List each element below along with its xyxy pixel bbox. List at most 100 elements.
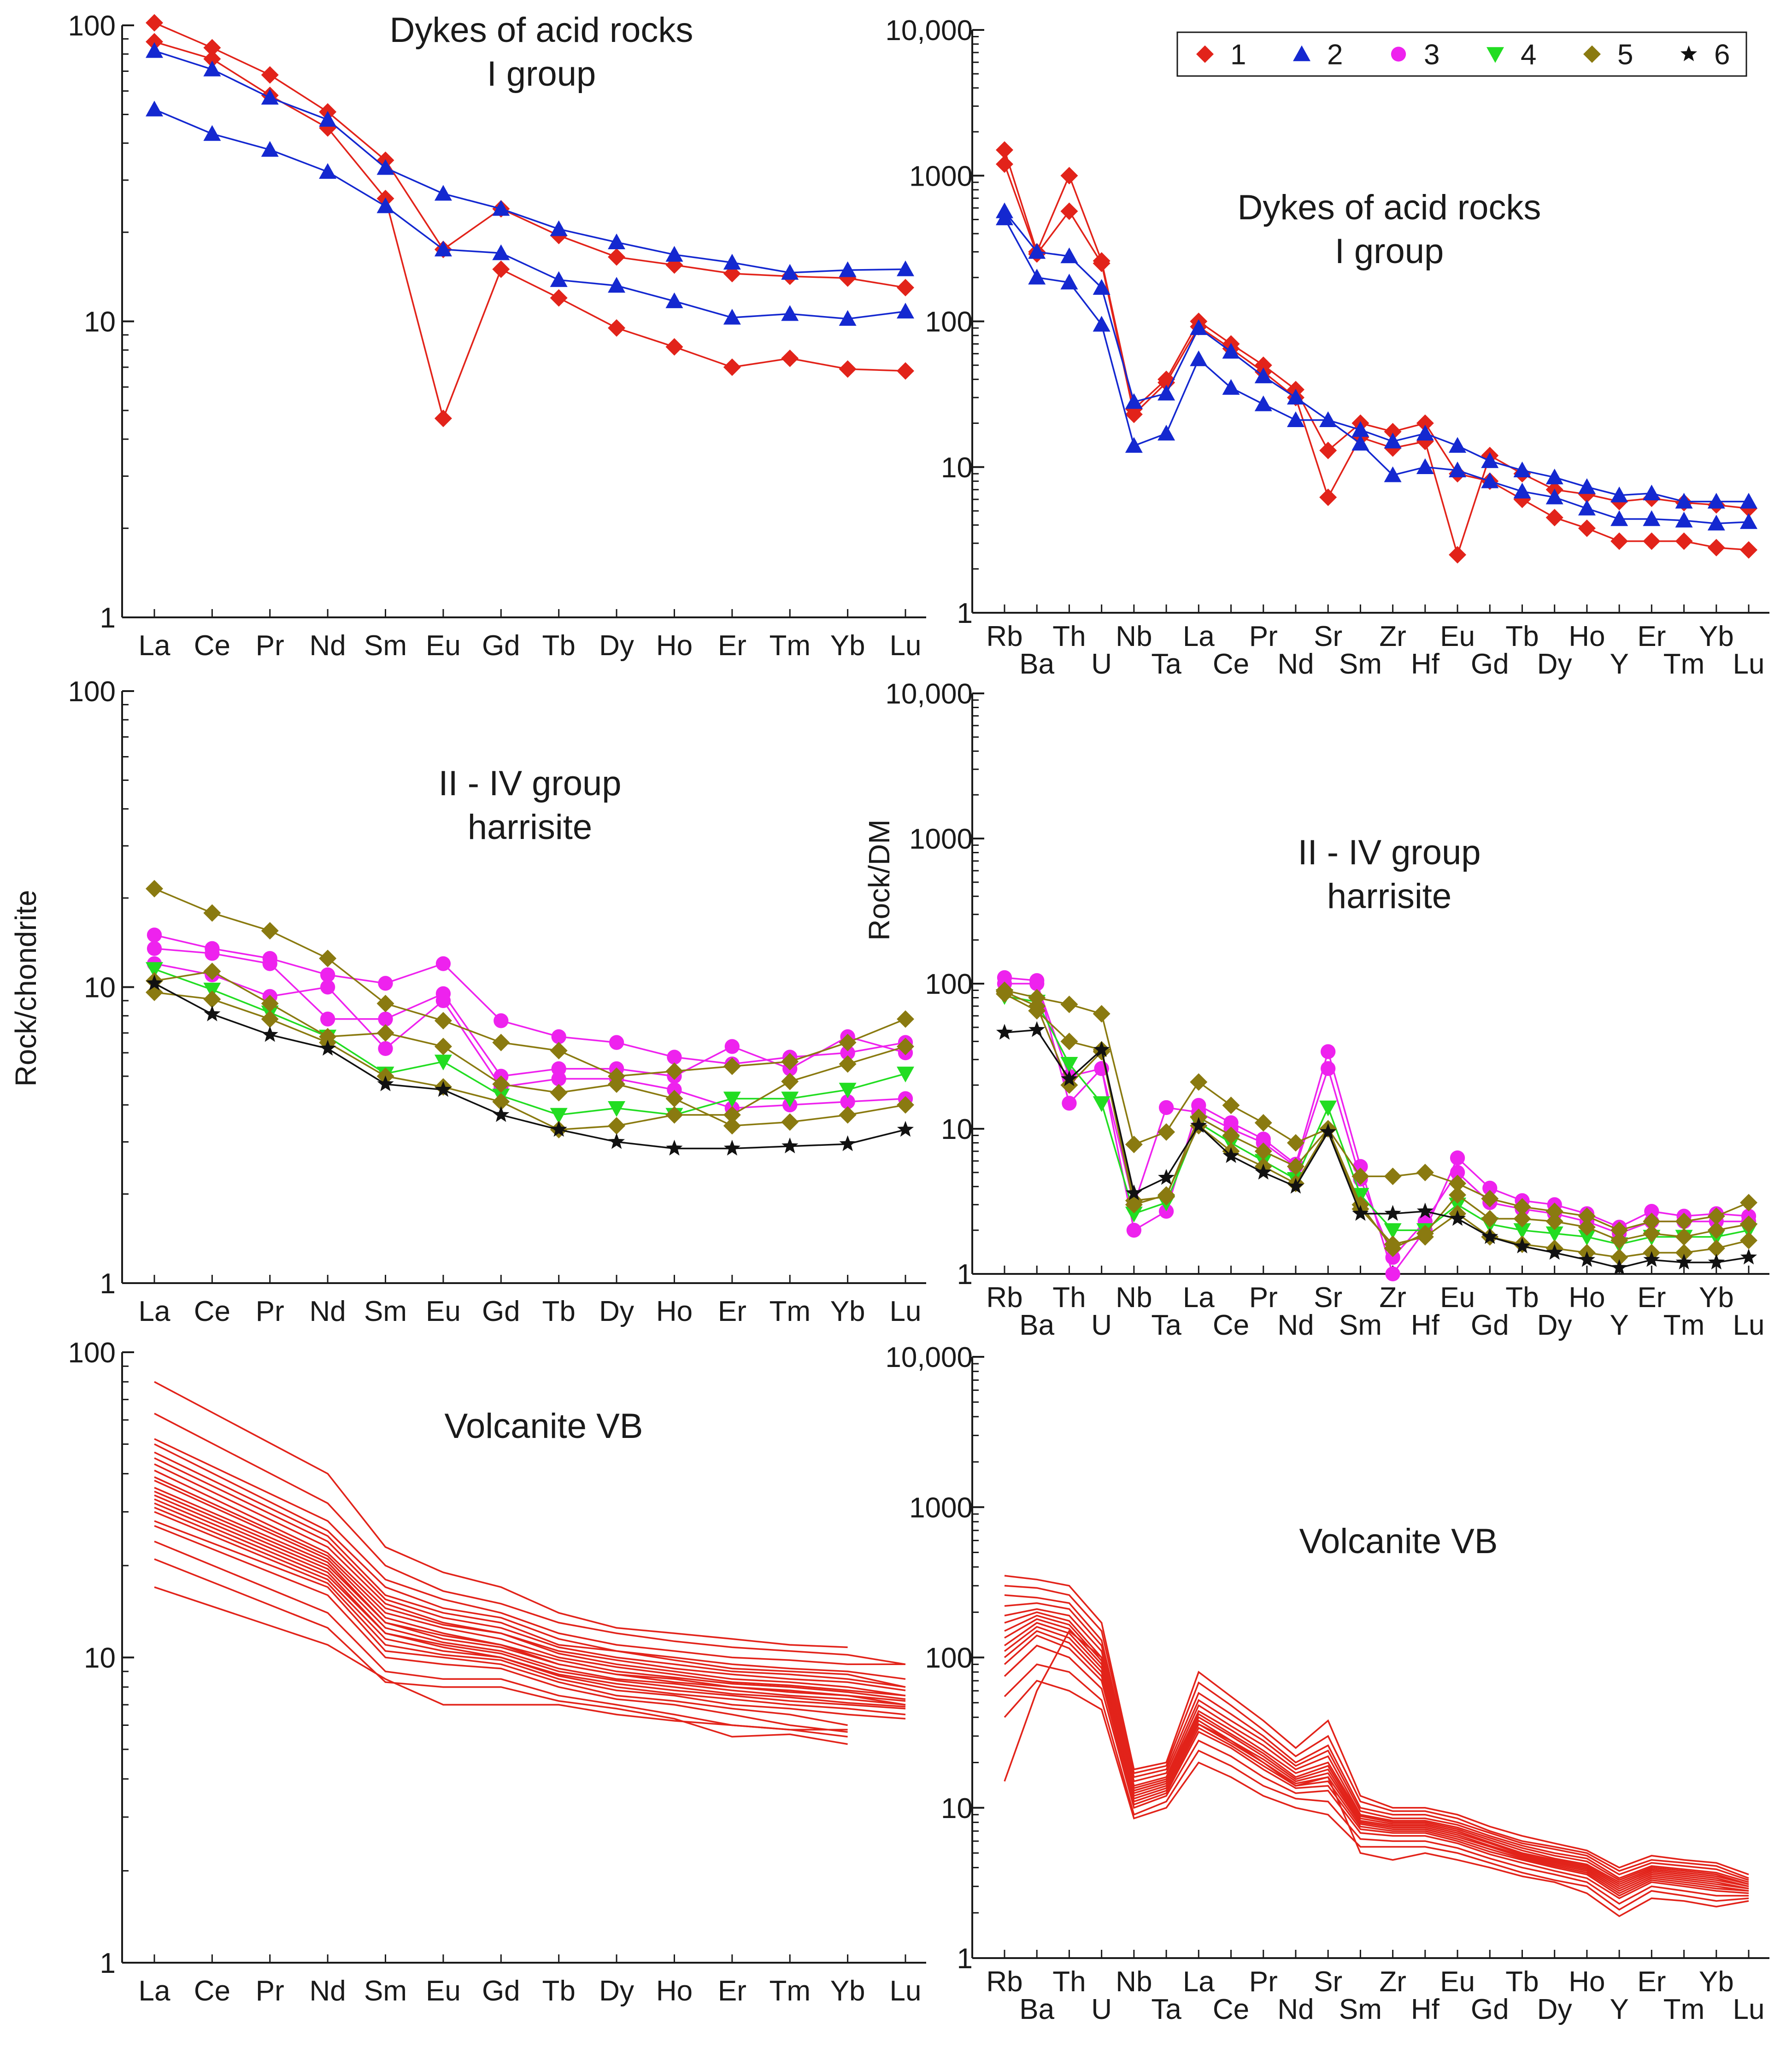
data-point (667, 1082, 682, 1097)
x-tick-label: Ce (1213, 648, 1249, 680)
data-point (1125, 1135, 1143, 1153)
data-point (1061, 1070, 1078, 1086)
x-tick-label: Tm (769, 1296, 811, 1327)
data-point (1125, 1196, 1143, 1214)
data-point (550, 1120, 567, 1137)
chart-title: II - IV group (1298, 833, 1481, 872)
data-point (320, 1011, 335, 1026)
x-tick-label: Lu (890, 1975, 922, 2007)
x-tick-label: Ho (1569, 621, 1605, 652)
series-line (1004, 1663, 1749, 1905)
data-point (319, 111, 337, 127)
x-tick-label: Tm (769, 1975, 811, 2007)
data-point (897, 303, 914, 319)
data-point (203, 990, 221, 1008)
data-point (1610, 1232, 1628, 1249)
data-point (1675, 1228, 1693, 1246)
data-point (1029, 976, 1045, 991)
y-tick-label: 1 (957, 1259, 973, 1290)
data-point (320, 980, 335, 995)
data-point (1062, 1096, 1077, 1111)
legend-marker (1196, 45, 1214, 63)
chart-title: Dykes of acid rocks (1238, 188, 1541, 227)
data-point (261, 141, 279, 157)
data-point (1157, 1186, 1175, 1204)
x-tick-label: Pr (1249, 621, 1278, 652)
x-tick-label: Zr (1379, 1282, 1406, 1314)
x-tick-label: Sm (364, 1975, 407, 2007)
series-line (154, 1494, 906, 1706)
data-point (1287, 1178, 1304, 1194)
x-tick-label: Rb (986, 1966, 1022, 1998)
data-point (1385, 1249, 1400, 1265)
data-point (1675, 511, 1693, 528)
data-point (434, 1038, 452, 1056)
y-tick-label: 100 (925, 1642, 973, 1674)
data-point (723, 253, 741, 270)
x-tick-label: Lu (1733, 648, 1765, 680)
x-tick-label: Pr (1249, 1966, 1278, 1998)
data-point (1093, 1041, 1110, 1057)
x-tick-label: Ce (194, 1296, 230, 1327)
y-tick-label: 10 (84, 972, 116, 1004)
data-point (839, 1135, 856, 1151)
data-point (608, 1101, 626, 1117)
series-line (154, 968, 906, 1116)
data-point (146, 42, 163, 58)
data-point (1416, 1163, 1434, 1181)
data-point (261, 1010, 279, 1028)
data-point (608, 1133, 625, 1149)
data-point (897, 1120, 914, 1137)
data-point (1416, 414, 1434, 432)
x-tick-label: Yb (830, 630, 865, 662)
data-point (203, 50, 221, 68)
series-line (154, 934, 906, 1065)
data-point (1481, 1228, 1498, 1244)
legend-label: 2 (1327, 39, 1343, 71)
data-point (1125, 393, 1143, 409)
x-tick-label: Eu (1440, 621, 1475, 652)
data-point (378, 1011, 393, 1026)
data-point (1060, 202, 1078, 220)
x-tick-label: Nd (1277, 648, 1314, 680)
data-point (435, 993, 451, 1009)
data-point (1675, 493, 1693, 509)
data-point (1125, 405, 1143, 423)
data-point (1222, 1147, 1240, 1163)
series-line (154, 1525, 848, 1733)
x-tick-label: Er (1637, 621, 1666, 652)
data-point (608, 277, 626, 293)
data-point (203, 904, 221, 922)
x-tick-label: Gd (482, 630, 520, 662)
data-point (1545, 1202, 1563, 1220)
x-tick-label: Nd (310, 1296, 346, 1327)
x-tick-label: Ho (656, 630, 693, 662)
data-point (378, 1041, 393, 1056)
x-tick-label: Tb (1505, 1966, 1539, 1998)
y-tick-label: 100 (68, 676, 116, 708)
data-point (1287, 1134, 1304, 1152)
x-tick-label: Er (1637, 1966, 1666, 1998)
data-point (147, 927, 162, 943)
data-point (1707, 515, 1725, 531)
data-point (1190, 319, 1208, 335)
data-point (897, 1096, 914, 1114)
data-point (203, 60, 221, 76)
x-tick-label: Ce (194, 630, 230, 662)
series-line (154, 108, 906, 320)
x-tick-label: U (1091, 648, 1112, 680)
data-point (1287, 388, 1304, 405)
data-point (781, 305, 799, 321)
data-point (1514, 1238, 1531, 1254)
data-point (724, 1039, 740, 1054)
data-point (1319, 441, 1337, 459)
legend-label: 1 (1230, 39, 1246, 71)
data-point (377, 1075, 394, 1091)
x-tick-label: La (139, 1975, 170, 2007)
data-point (1287, 411, 1304, 428)
x-tick-label: Ho (656, 1296, 693, 1327)
chart-title: I group (487, 54, 596, 94)
data-point (1028, 997, 1046, 1015)
data-point (1093, 279, 1110, 295)
data-point (1126, 1223, 1142, 1238)
